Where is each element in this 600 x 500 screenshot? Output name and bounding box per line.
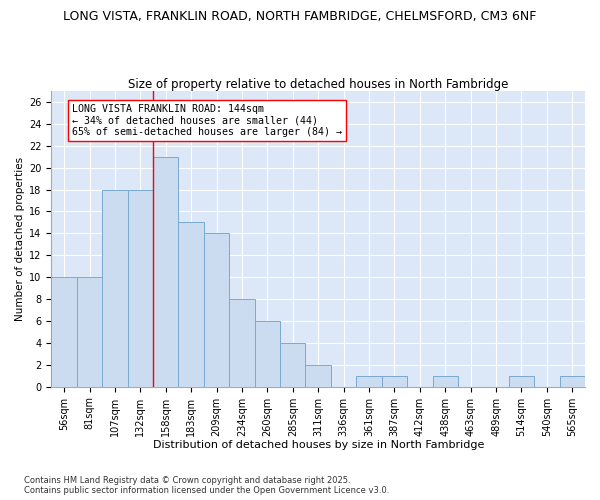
Bar	[280, 343, 305, 386]
Title: Size of property relative to detached houses in North Fambridge: Size of property relative to detached ho…	[128, 78, 508, 91]
Bar	[382, 376, 407, 386]
Bar	[356, 376, 382, 386]
X-axis label: Distribution of detached houses by size in North Fambridge: Distribution of detached houses by size …	[152, 440, 484, 450]
Bar	[153, 156, 178, 386]
Bar	[77, 277, 102, 386]
Bar	[254, 321, 280, 386]
Text: LONG VISTA FRANKLIN ROAD: 144sqm
← 34% of detached houses are smaller (44)
65% o: LONG VISTA FRANKLIN ROAD: 144sqm ← 34% o…	[72, 104, 342, 138]
Bar	[178, 222, 204, 386]
Bar	[509, 376, 534, 386]
Bar	[102, 190, 128, 386]
Y-axis label: Number of detached properties: Number of detached properties	[15, 157, 25, 321]
Bar	[560, 376, 585, 386]
Bar	[128, 190, 153, 386]
Text: Contains HM Land Registry data © Crown copyright and database right 2025.
Contai: Contains HM Land Registry data © Crown c…	[24, 476, 389, 495]
Bar	[204, 234, 229, 386]
Bar	[52, 277, 77, 386]
Bar	[305, 365, 331, 386]
Text: LONG VISTA, FRANKLIN ROAD, NORTH FAMBRIDGE, CHELMSFORD, CM3 6NF: LONG VISTA, FRANKLIN ROAD, NORTH FAMBRID…	[64, 10, 536, 23]
Bar	[229, 299, 254, 386]
Bar	[433, 376, 458, 386]
